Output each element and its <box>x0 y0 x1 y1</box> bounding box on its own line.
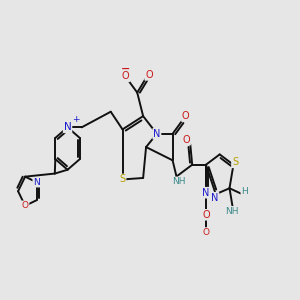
Text: O: O <box>145 70 153 80</box>
Text: O: O <box>182 135 190 145</box>
Text: O: O <box>202 228 209 237</box>
Text: N: N <box>211 193 218 203</box>
Text: N: N <box>64 122 71 132</box>
Text: NH: NH <box>225 207 238 216</box>
Text: −: − <box>121 63 130 74</box>
Text: O: O <box>122 71 129 81</box>
Text: S: S <box>119 174 126 184</box>
Text: N: N <box>202 188 210 198</box>
Text: N: N <box>33 178 40 187</box>
Text: N: N <box>153 129 161 139</box>
Text: NH: NH <box>172 177 185 186</box>
Text: H: H <box>241 187 248 196</box>
Text: S: S <box>232 158 238 167</box>
Text: O: O <box>182 111 190 121</box>
Text: +: + <box>72 115 80 124</box>
Text: O: O <box>22 201 28 210</box>
Text: O: O <box>202 210 210 220</box>
